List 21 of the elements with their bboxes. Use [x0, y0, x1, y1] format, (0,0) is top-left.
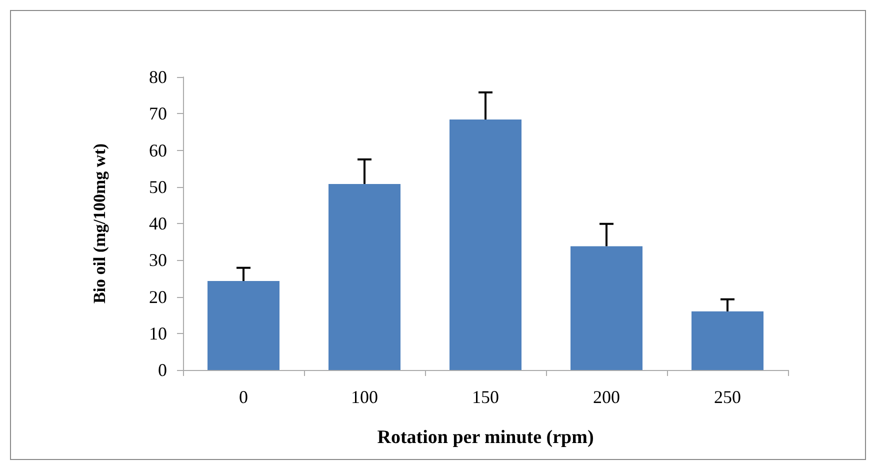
x-tick-label: 0	[239, 387, 248, 407]
bar	[208, 281, 280, 370]
x-tick-label: 200	[593, 387, 620, 407]
y-tick-label: 80	[149, 67, 167, 87]
y-tick-label: 50	[149, 176, 167, 197]
y-tick-label: 40	[149, 214, 167, 234]
y-tick-label: 30	[149, 250, 167, 270]
y-tick-label: 60	[149, 140, 167, 160]
x-tick-label: 150	[472, 387, 499, 407]
x-tick-label: 250	[714, 387, 741, 407]
y-tick-label: 70	[149, 104, 167, 124]
y-tick-label: 20	[149, 286, 167, 307]
y-tick-label: 10	[149, 323, 167, 344]
y-axis-title: Bio oil (mg/100mg wt)	[90, 143, 109, 304]
y-tick-label: 0	[158, 360, 167, 380]
bar	[328, 184, 400, 370]
bar	[450, 119, 522, 370]
x-tick-label: 100	[351, 387, 378, 407]
bar	[570, 246, 642, 370]
x-axis-title: Rotation per minute (rpm)	[377, 427, 594, 448]
bar	[692, 311, 764, 370]
